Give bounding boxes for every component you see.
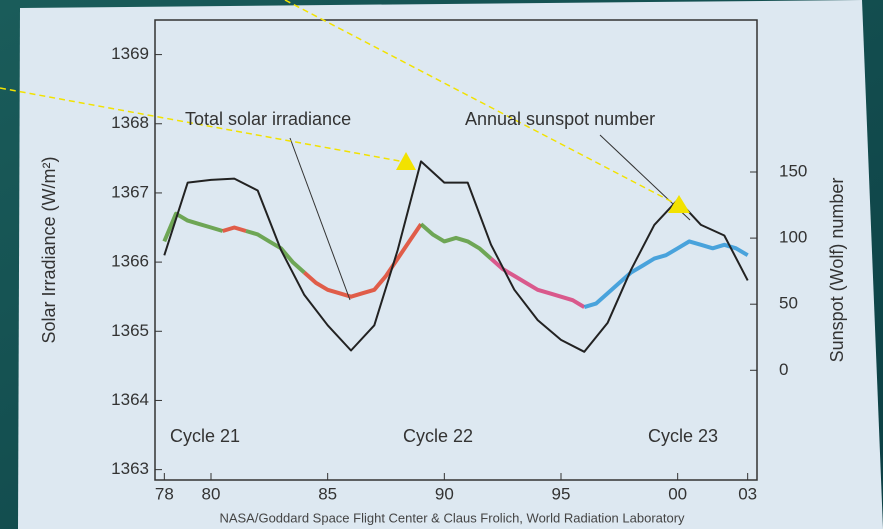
pointer-head <box>668 195 690 213</box>
y-tick-label: 1369 <box>111 44 149 63</box>
x-tick-label: 85 <box>318 484 337 503</box>
irradiance-line <box>162 211 224 243</box>
y-tick-label: 1365 <box>111 321 149 340</box>
irradiance-line <box>302 222 423 299</box>
y-axis-title: Solar Irradiance (W/m²) <box>39 156 59 343</box>
pointer-line <box>0 87 406 163</box>
leader-line <box>289 137 351 301</box>
y2-tick-label: 0 <box>779 360 788 379</box>
y-tick-label: 1366 <box>111 252 149 271</box>
irradiance-line <box>222 225 247 233</box>
irradiance-line <box>583 239 749 310</box>
irradiance-line <box>419 222 493 261</box>
sunspot-line <box>163 160 749 353</box>
y-tick-label: 1367 <box>111 182 149 201</box>
y2-axis-title: Sunspot (Wolf) number <box>827 178 847 363</box>
irradiance-line <box>245 229 306 274</box>
irradiance-line <box>489 257 586 309</box>
annotation: Annual sunspot number <box>465 109 655 129</box>
x-tick-label: 80 <box>202 484 221 503</box>
plot-frame <box>154 19 758 481</box>
pointer-line <box>284 0 679 206</box>
y2-tick-label: 150 <box>779 161 807 180</box>
pointer-head <box>396 152 416 170</box>
y-tick-label: 1363 <box>111 459 149 478</box>
source-note: NASA/Goddard Space Flight Center & Claus… <box>219 510 685 525</box>
figure-panel <box>18 0 883 529</box>
x-tick-label: 78 <box>155 484 174 503</box>
x-tick-label: 00 <box>668 484 687 503</box>
y2-tick-label: 100 <box>779 228 807 247</box>
plot-area <box>162 160 749 353</box>
y-tick-label: 1364 <box>111 390 149 409</box>
annotation: Cycle 22 <box>403 426 473 446</box>
annotation: Cycle 23 <box>648 426 718 446</box>
y-tick-label: 1368 <box>111 113 149 132</box>
annotation: Cycle 21 <box>170 426 240 446</box>
x-tick-label: 95 <box>552 484 571 503</box>
x-tick-label: 90 <box>435 484 454 503</box>
x-tick-label: 03 <box>738 484 757 503</box>
y2-tick-label: 50 <box>779 294 798 313</box>
annotation: Total solar irradiance <box>185 109 351 129</box>
